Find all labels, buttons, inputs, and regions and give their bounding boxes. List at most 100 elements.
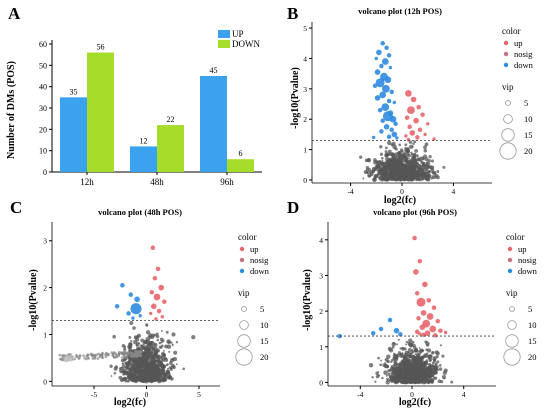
panel-c-point-nosig — [142, 346, 146, 351]
panel-d-point-nosig — [375, 371, 379, 375]
panel-d-point-nosig — [435, 355, 439, 359]
panel-d-point-nosig — [381, 376, 384, 380]
panel-d-point-up — [422, 281, 428, 288]
panel-c-point-nosig — [120, 356, 124, 359]
panel-d-size-legend-label: 20 — [528, 352, 537, 362]
panel-a-bar-value-label: 56 — [97, 43, 105, 52]
panel-b-point-nosig — [428, 170, 432, 173]
panel-b-point-nosig — [410, 167, 414, 170]
panel-d-point-nosig — [374, 380, 377, 383]
panel-b-point-nosig — [384, 177, 390, 182]
panel-d-point-nosig — [411, 340, 415, 344]
panel-c-point-nosig — [82, 354, 85, 357]
panel-c-point-nosig — [128, 335, 132, 339]
panel-b-legend-label: nosig — [514, 49, 533, 59]
panel-d-point-up — [416, 297, 426, 307]
panel-d-ytick-label: 1 — [319, 343, 323, 352]
panel-c-point-nosig — [129, 357, 133, 361]
panel-b-point-down — [389, 127, 394, 133]
panel-d-point-up — [433, 333, 438, 338]
panel-c-point-nosig — [125, 352, 129, 356]
panel-d-point-nosig — [390, 365, 395, 370]
panel-b-point-nosig — [420, 160, 424, 165]
panel-c-point-nosig — [138, 359, 143, 364]
panel-c-point-nosig — [146, 350, 150, 354]
panel-b-point-nosig — [431, 175, 434, 177]
panel-d-point-nosig — [430, 371, 434, 374]
panel-b-size-legend-label: 15 — [524, 130, 533, 140]
panel-d-point-nosig — [401, 352, 404, 355]
panel-b-point-down — [389, 89, 394, 95]
panel-b-legend-dot — [503, 40, 509, 46]
panel-d-point-nosig — [393, 361, 396, 364]
panel-c-point-nosig — [134, 336, 137, 339]
panel-d-point-up — [414, 329, 420, 335]
panel-c-point-nosig — [158, 341, 162, 345]
panel-c-point-nosig — [149, 376, 153, 380]
panel-b-size-legend-label: 20 — [524, 146, 533, 156]
panel-c-point-nosig — [95, 353, 99, 357]
panel-b-point-nosig — [359, 155, 363, 159]
panel-c-point-down — [128, 292, 134, 297]
panel-b-point-nosig — [388, 176, 393, 181]
panel-d-point-nosig — [383, 370, 388, 375]
panel-b-point-down — [379, 63, 384, 69]
panel-b-point-nosig — [430, 176, 434, 180]
panel-c-point-down — [120, 283, 125, 288]
panel-c-point-nosig — [121, 344, 126, 348]
panel-d-point-nosig — [409, 374, 413, 379]
panel-d-title: volcano plot (96h POS) — [373, 207, 457, 217]
panel-a-bar-value-label: 12 — [140, 136, 148, 145]
panel-b-ytick-label: 0 — [303, 176, 307, 185]
panel-c-point-nosig — [129, 320, 134, 326]
panel-b-point-nosig — [430, 159, 434, 163]
panel-b-point-nosig — [390, 153, 396, 158]
panel-c-size-legend-label: 5 — [260, 304, 264, 314]
panel-b-point-nosig — [417, 157, 421, 162]
panel-b-point-nosig — [436, 170, 440, 173]
panel-c-point-nosig — [148, 374, 152, 378]
panel-c-point-nosig — [83, 356, 86, 360]
panel-c-legend-label: down — [250, 266, 270, 276]
panel-d-point-nosig — [395, 362, 399, 366]
panel-b-point-up — [413, 117, 419, 124]
panel-d-point-nosig — [409, 368, 413, 372]
panel-b-size-legend-title: vip — [502, 82, 514, 92]
panel-b-point-down — [384, 76, 392, 84]
panel-c-point-nosig — [104, 355, 108, 359]
panel-b-point-down — [395, 136, 399, 140]
panel-c-point-nosig — [85, 354, 89, 357]
panel-b-point-up — [404, 134, 408, 138]
panel-b-point-nosig — [381, 175, 385, 178]
panel-a-ytick-label: 40 — [39, 83, 47, 92]
panel-c-point-nosig — [155, 334, 160, 339]
panel-a-ytick-label: 10 — [39, 147, 47, 156]
panel-b-point-nosig — [375, 165, 379, 170]
panel-b-point-down — [392, 100, 396, 105]
panel-c-point-up — [160, 315, 164, 319]
panel-b-point-nosig — [379, 152, 384, 156]
panel-b-point-nosig — [410, 168, 413, 172]
panel-c-point-nosig — [158, 360, 162, 363]
panel-c-point-nosig — [156, 338, 159, 342]
panel-d-point-nosig — [415, 349, 418, 353]
panel-d-point-nosig — [386, 354, 391, 359]
panel-b-point-nosig — [398, 143, 402, 147]
panel-d-size-legend-title: vip — [506, 288, 518, 298]
panel-b-point-nosig — [385, 159, 391, 164]
panel-b-point-nosig — [362, 177, 365, 180]
panel-c-point-nosig — [127, 345, 133, 350]
panel-a-bar — [130, 146, 157, 172]
panel-d-point-nosig — [420, 368, 422, 370]
panel-a-legend-swatch — [218, 40, 230, 48]
panel-d-legend-dot — [507, 257, 513, 263]
panel-d-point-nosig — [402, 355, 406, 359]
panel-b-size-legend-label: 5 — [524, 98, 528, 108]
panel-b-point-nosig — [407, 176, 412, 181]
panel-c-point-nosig — [164, 378, 168, 382]
panel-d-point-nosig — [412, 379, 418, 385]
panel-b-point-down — [386, 134, 392, 140]
panel-d-point-nosig — [391, 371, 397, 376]
panel-d-point-nosig — [442, 370, 447, 376]
panel-d-point-nosig — [398, 375, 403, 380]
